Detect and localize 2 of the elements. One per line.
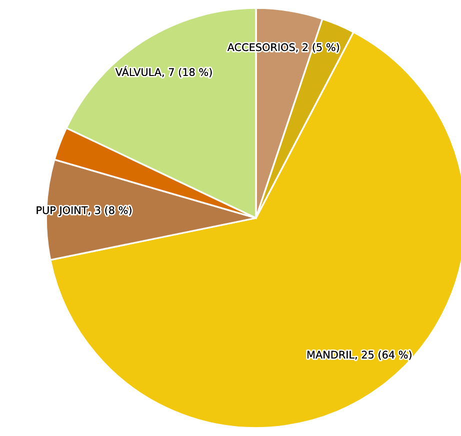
- data-label: VÁLVULA, 7 (18 %): [115, 66, 212, 78]
- data-label: MANDRIL, 25 (64 %): [308, 350, 412, 360]
